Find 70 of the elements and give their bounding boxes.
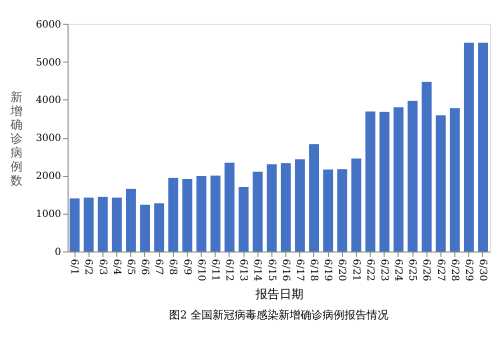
- bar: [351, 158, 362, 252]
- bar: [98, 196, 108, 252]
- y-tick-label: 5000: [36, 57, 62, 68]
- bar: [84, 198, 94, 252]
- x-tick-label: 6/29: [462, 258, 474, 282]
- x-tick-label: 6/24: [392, 258, 404, 282]
- x-tick-label: 6/2: [82, 258, 94, 275]
- x-tick-label: 6/22: [364, 258, 376, 282]
- bar: [450, 108, 460, 252]
- x-tick-label: 6/8: [167, 258, 178, 275]
- x-tick-label: 6/27: [434, 258, 446, 282]
- bar: [70, 198, 80, 252]
- x-tick-label: 6/17: [294, 258, 305, 282]
- bar: [154, 203, 164, 252]
- bar: [112, 198, 122, 252]
- bar: [196, 176, 206, 252]
- bar: [294, 159, 305, 252]
- bar: [323, 170, 334, 252]
- y-tick-label: 2000: [36, 171, 62, 182]
- x-tick-label: 6/14: [252, 258, 263, 282]
- bar: [252, 172, 263, 252]
- y-tick-label: 3000: [36, 133, 62, 144]
- x-tick-label: 6/21: [350, 258, 362, 282]
- bar: [168, 178, 178, 252]
- bar: [309, 144, 320, 252]
- y-tick-label: 6000: [36, 19, 62, 30]
- x-axis-title: 报告日期: [254, 287, 304, 302]
- x-tick-label: 6/9: [181, 258, 192, 275]
- y-tick-label: 1000: [36, 209, 62, 220]
- x-tick-label: 6/11: [209, 258, 220, 282]
- bar: [238, 186, 249, 252]
- x-tick-label: 6/28: [448, 258, 460, 282]
- x-tick-label: 6/10: [195, 258, 206, 282]
- x-tick-label: 6/13: [238, 258, 249, 282]
- x-tick-label: 6/6: [139, 258, 150, 275]
- y-tick-label: 0: [54, 246, 62, 258]
- bar: [436, 115, 446, 252]
- x-tick-label: 6/5: [124, 258, 136, 275]
- x-tick-label: 6/15: [266, 258, 277, 282]
- caption: 图2 全国新冠病毒感染新增确诊病例报告情况: [169, 308, 389, 322]
- x-tick-label: 6/19: [322, 258, 334, 282]
- bar: [394, 107, 404, 252]
- x-tick-label: 6/1: [68, 258, 80, 275]
- bar: [464, 42, 474, 252]
- y-tick-label: 4000: [36, 95, 62, 106]
- bar: [126, 188, 136, 252]
- x-tick-label: 6/20: [336, 258, 348, 282]
- bar: [365, 111, 376, 252]
- bar: [280, 163, 291, 252]
- x-tick-label: 6/3: [96, 258, 108, 275]
- x-tick-label: 6/23: [378, 258, 390, 282]
- x-tick-label: 6/30: [477, 258, 488, 282]
- bar: [210, 176, 220, 252]
- bar: [422, 82, 432, 252]
- x-tick-label: 6/16: [280, 258, 291, 282]
- bar: [266, 164, 277, 252]
- x-tick-label: 6/25: [406, 258, 418, 282]
- y-axis-title: 新增确诊病例数: [9, 90, 22, 188]
- bar: [478, 42, 488, 252]
- x-tick-label: 6/12: [224, 258, 235, 282]
- bar: [337, 169, 348, 252]
- bar: [408, 100, 418, 252]
- bar: [182, 179, 192, 252]
- x-tick-label: 6/7: [153, 258, 164, 275]
- x-tick-label: 6/4: [110, 258, 122, 275]
- x-tick-label: 6/26: [420, 258, 432, 282]
- x-tick-label: 6/18: [308, 258, 320, 282]
- bar: [224, 162, 235, 252]
- bar: [140, 204, 150, 252]
- bar: [379, 112, 390, 252]
